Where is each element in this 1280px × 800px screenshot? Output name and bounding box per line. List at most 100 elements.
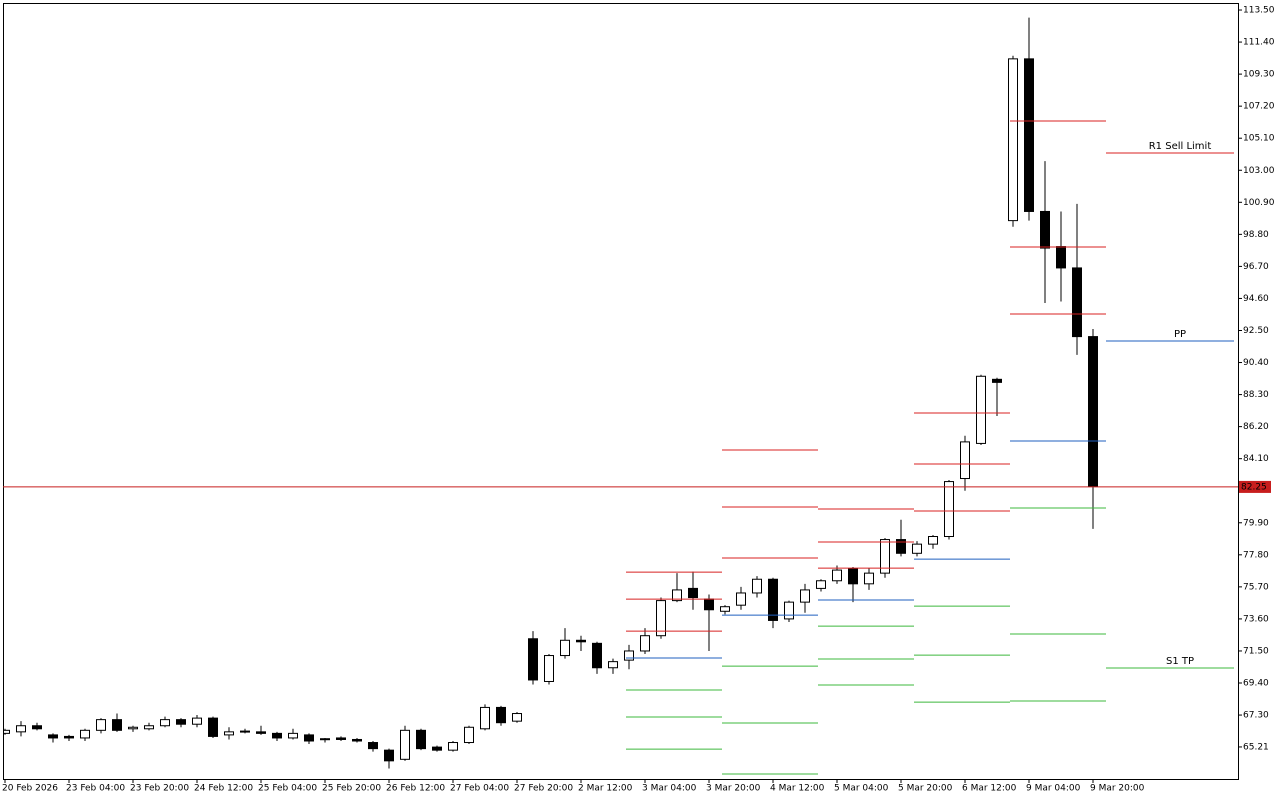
candle-body xyxy=(464,726,474,744)
candle-body xyxy=(176,719,186,725)
candle-body xyxy=(560,639,570,657)
candle-body xyxy=(368,742,378,750)
candle-body xyxy=(336,737,346,740)
candle-body xyxy=(64,735,74,739)
candle-body xyxy=(480,706,490,730)
candle-body xyxy=(240,730,250,733)
y-tick-label: 92.50 xyxy=(1243,326,1269,336)
plot-frame xyxy=(3,3,1239,780)
candle-body xyxy=(672,589,682,602)
candle-body xyxy=(896,539,906,554)
candle-body xyxy=(576,639,586,643)
y-tick-label: 69.40 xyxy=(1243,679,1269,689)
candle-body xyxy=(32,725,42,730)
candle-body xyxy=(1040,210,1050,249)
x-tick-label: 9 Mar 20:00 xyxy=(1090,784,1145,794)
candle-body xyxy=(416,729,426,750)
x-tick-label: 5 Mar 20:00 xyxy=(898,784,953,794)
candle-body xyxy=(448,742,458,751)
level-label: R1 Sell Limit xyxy=(1149,141,1212,152)
y-tick-label: 107.20 xyxy=(1243,102,1275,112)
y-tick-label: 71.50 xyxy=(1243,646,1269,656)
candle-body xyxy=(752,578,762,594)
candle-body xyxy=(4,729,10,734)
candle-body xyxy=(304,734,314,742)
y-tick-label: 79.90 xyxy=(1243,518,1269,528)
candle-body xyxy=(400,729,410,760)
candle-body xyxy=(112,719,122,731)
candle-body xyxy=(992,378,1002,383)
y-tick-label: 103.00 xyxy=(1243,166,1275,176)
y-tick-label: 73.60 xyxy=(1243,614,1269,624)
candle-body xyxy=(736,592,746,606)
candle-body xyxy=(848,568,858,585)
x-tick-label: 9 Mar 04:00 xyxy=(1026,784,1081,794)
candle-body xyxy=(192,717,202,725)
level-label: S1 TP xyxy=(1166,656,1194,667)
y-tick-label: 94.60 xyxy=(1243,294,1269,304)
candle-body xyxy=(160,719,170,727)
x-tick-label: 25 Feb 04:00 xyxy=(258,784,317,794)
candle-body xyxy=(512,713,522,722)
candle-body xyxy=(608,661,618,669)
candle-body xyxy=(96,719,106,731)
candle-body xyxy=(928,536,938,545)
candle-body xyxy=(720,606,730,612)
y-tick-label: 105.10 xyxy=(1243,134,1275,144)
y-tick-label: 65.21 xyxy=(1243,742,1269,752)
current-price-label: 82.25 xyxy=(1241,482,1267,492)
x-tick-label: 3 Mar 04:00 xyxy=(642,784,697,794)
candle-body xyxy=(800,589,810,603)
candle-body xyxy=(256,731,266,734)
y-tick-label: 75.70 xyxy=(1243,582,1269,592)
x-tick-label: 26 Feb 12:00 xyxy=(386,784,445,794)
y-tick-label: 109.30 xyxy=(1243,70,1275,80)
candle-body xyxy=(16,725,26,733)
x-tick-label: 3 Mar 20:00 xyxy=(706,784,761,794)
x-tick-label: 6 Mar 12:00 xyxy=(962,784,1017,794)
candle-body xyxy=(1024,58,1034,212)
y-tick-label: 111.40 xyxy=(1243,38,1275,48)
x-tick-label: 23 Feb 04:00 xyxy=(66,784,125,794)
x-tick-label: 27 Feb 20:00 xyxy=(514,784,573,794)
candle-body xyxy=(624,650,634,661)
candle-body xyxy=(528,638,538,681)
candle-body xyxy=(352,738,362,742)
candle-body xyxy=(224,731,234,736)
candle-body xyxy=(1008,58,1018,222)
x-tick-label: 20 Feb 2026 xyxy=(2,784,58,794)
y-tick-label: 113.50 xyxy=(1243,6,1275,16)
x-tick-label: 23 Feb 20:00 xyxy=(130,784,189,794)
x-tick-label: 2 Mar 12:00 xyxy=(578,784,633,794)
y-tick-label: 90.40 xyxy=(1243,358,1269,368)
candle-body xyxy=(80,729,90,739)
y-tick-label: 96.70 xyxy=(1243,262,1269,272)
candle-body xyxy=(48,734,58,739)
candle-body xyxy=(272,732,282,739)
candle-body xyxy=(976,375,986,444)
candle-body xyxy=(784,601,794,620)
current-price-box xyxy=(1239,480,1271,493)
candle-body xyxy=(1056,246,1066,269)
candle-body xyxy=(768,578,778,621)
plot xyxy=(4,17,1234,775)
candle-body xyxy=(944,481,954,538)
x-tick-label: 25 Feb 20:00 xyxy=(322,784,381,794)
candle-body xyxy=(208,717,218,737)
candle-body xyxy=(384,749,394,762)
y-tick-label: 86.20 xyxy=(1243,422,1269,432)
y-tick-label: 67.30 xyxy=(1243,711,1269,721)
candle-body xyxy=(288,732,298,739)
candle-body xyxy=(656,600,666,637)
x-tick-label: 5 Mar 04:00 xyxy=(834,784,889,794)
level-label: PP xyxy=(1174,329,1186,340)
y-tick-label: 88.30 xyxy=(1243,390,1269,400)
candle-body xyxy=(1088,336,1098,487)
x-tick-label: 27 Feb 04:00 xyxy=(450,784,509,794)
candle-body xyxy=(544,655,554,682)
candle-body xyxy=(128,726,138,730)
y-tick-label: 98.80 xyxy=(1243,230,1269,240)
candle-body xyxy=(432,746,442,751)
